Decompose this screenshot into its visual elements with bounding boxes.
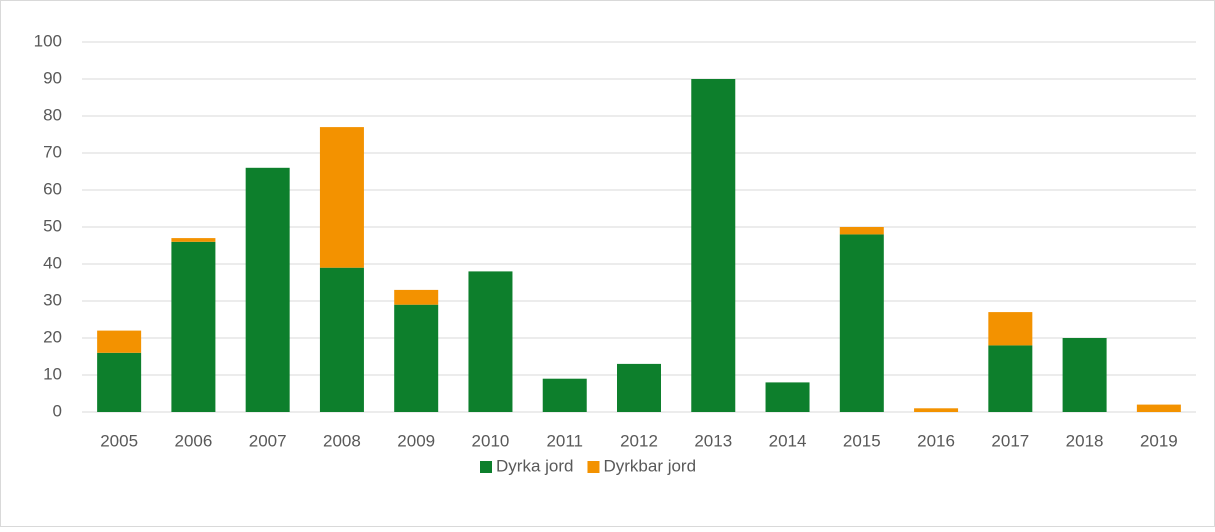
bar-segment <box>914 408 959 412</box>
bar-segment <box>319 267 364 412</box>
legend-label: Dyrkbar jord <box>603 456 696 475</box>
x-tick-label: 2005 <box>100 431 138 450</box>
x-tick-label: 2007 <box>249 431 287 450</box>
x-tick-label: 2012 <box>620 431 658 450</box>
x-tick-label: 2006 <box>174 431 212 450</box>
bar-segment <box>839 227 884 235</box>
bar-segment <box>1136 404 1181 412</box>
legend-swatch <box>587 461 600 473</box>
bar-segment <box>988 345 1033 412</box>
bar-segment <box>468 271 513 412</box>
bar-segment <box>691 79 736 412</box>
bar-segment <box>97 352 142 412</box>
bar-segment <box>839 234 884 412</box>
x-tick-label: 2015 <box>843 431 881 450</box>
bar-segment <box>1062 338 1107 412</box>
y-tick-label: 100 <box>34 31 62 50</box>
bar-segment <box>171 241 216 412</box>
x-tick-label: 2018 <box>1066 431 1104 450</box>
y-tick-label: 80 <box>43 105 62 124</box>
x-tick-label: 2019 <box>1140 431 1178 450</box>
x-tick-label: 2014 <box>769 431 807 450</box>
y-tick-label: 0 <box>53 401 62 420</box>
x-tick-label: 2009 <box>397 431 435 450</box>
legend-label: Dyrka jord <box>496 456 573 475</box>
y-tick-label: 10 <box>43 364 62 383</box>
y-tick-label: 70 <box>43 142 62 161</box>
bar-segment <box>988 312 1033 346</box>
bar-segment <box>97 330 142 353</box>
bar-segment <box>319 127 364 268</box>
bar-segment <box>617 363 661 412</box>
bar-segment <box>765 382 810 412</box>
bar-segment <box>394 304 439 412</box>
y-tick-label: 60 <box>43 179 62 198</box>
x-tick-label: 2008 <box>323 431 361 450</box>
bar-segment <box>171 238 216 242</box>
bar-segment <box>542 378 587 412</box>
bar-segment <box>394 289 439 305</box>
y-tick-label: 30 <box>43 290 62 309</box>
x-tick-label: 2011 <box>546 431 583 450</box>
bar-segment <box>245 167 290 412</box>
x-tick-label: 2013 <box>694 431 732 450</box>
x-tick-label: 2010 <box>472 431 510 450</box>
x-tick-label: 2017 <box>991 431 1029 450</box>
y-tick-label: 40 <box>43 253 62 272</box>
y-tick-label: 20 <box>43 327 62 346</box>
x-tick-label: 2016 <box>917 431 955 450</box>
legend-swatch <box>480 461 492 473</box>
y-tick-label: 90 <box>43 68 62 87</box>
y-tick-label: 50 <box>43 216 62 235</box>
